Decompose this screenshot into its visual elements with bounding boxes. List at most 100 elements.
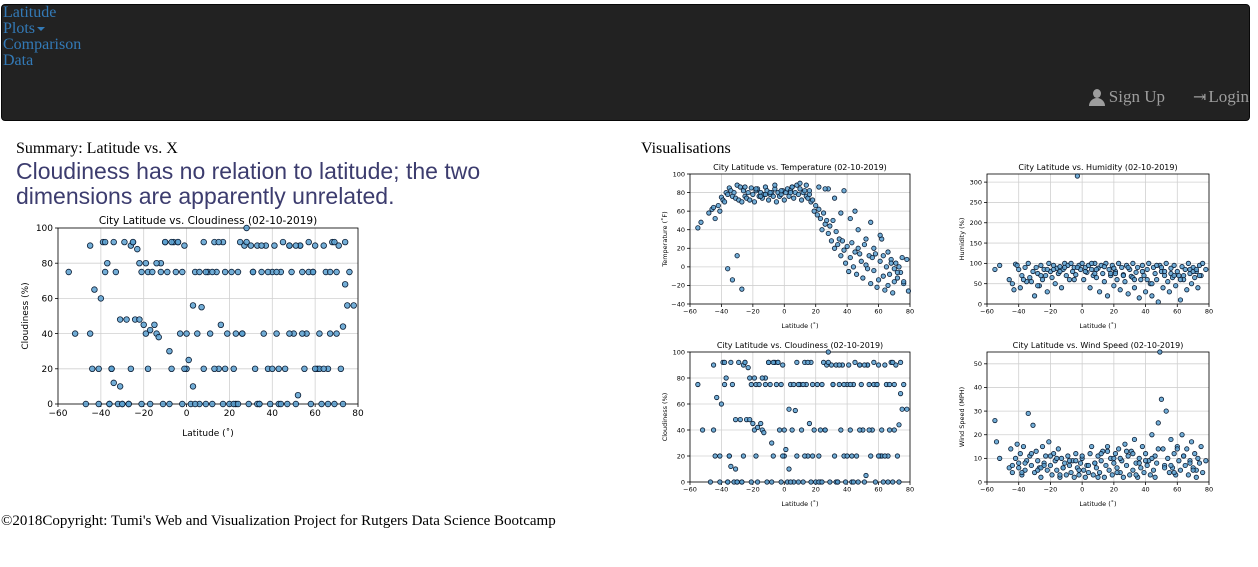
- scatter-point: [337, 365, 345, 372]
- scatter-point: [789, 427, 795, 433]
- scatter-point: [1139, 262, 1145, 269]
- x-tick-label: −60: [49, 409, 68, 419]
- nav-dropdown-plots[interactable]: Plots: [3, 21, 81, 37]
- scatter-point: [1033, 264, 1039, 271]
- scatter-point: [883, 264, 890, 270]
- scatter-point: [877, 258, 883, 264]
- nav-link-plots-label: Plots: [3, 20, 36, 37]
- scatter-point: [718, 401, 725, 407]
- scatter-point: [1028, 462, 1035, 469]
- plot-area: [987, 352, 1209, 482]
- scatter-point: [309, 268, 317, 276]
- scatter-point: [234, 400, 242, 408]
- y-tick-label: 0: [681, 478, 685, 486]
- scatter-point: [142, 330, 150, 337]
- scatter-point: [831, 195, 838, 201]
- scatter-point: [728, 359, 734, 365]
- scatter-point: [1179, 264, 1185, 270]
- scatter-point: [894, 269, 901, 276]
- scatter-point: [174, 238, 182, 246]
- scatter-point: [770, 359, 776, 365]
- scatter-point: [822, 186, 828, 192]
- scatter-point: [736, 359, 742, 365]
- scatter-point: [181, 365, 188, 372]
- scatter-point: [335, 242, 342, 249]
- scatter-point: [281, 365, 289, 372]
- scatter-point: [1111, 455, 1117, 461]
- scatter-point: [106, 400, 113, 408]
- scatter-point: [747, 375, 753, 381]
- signup-link[interactable]: Sign Up: [1088, 87, 1165, 107]
- scatter-point: [830, 217, 836, 224]
- plot-area: [690, 352, 910, 482]
- nav-link-comparison[interactable]: Comparison: [3, 36, 82, 53]
- scatter-point: [1125, 264, 1131, 271]
- scatter-point: [786, 406, 792, 412]
- scatter-point: [1114, 469, 1120, 476]
- scatter-point: [326, 330, 334, 337]
- scatter-point: [745, 364, 751, 371]
- scatter-point: [765, 359, 772, 365]
- scatter-point: [1190, 467, 1196, 473]
- scatter-point: [778, 188, 784, 194]
- scatter-point: [880, 273, 886, 279]
- x-tick-label: 0: [1080, 308, 1084, 316]
- scatter-point: [1096, 469, 1103, 476]
- scatter-point: [1160, 446, 1166, 452]
- scatter-point: [997, 455, 1003, 461]
- scatter-point: [886, 271, 893, 277]
- scatter-point: [1014, 262, 1020, 269]
- summary-panel: Summary: Latitude vs. X Cloudiness has n…: [16, 140, 616, 209]
- scatter-point: [1119, 264, 1125, 271]
- scatter-point: [1131, 285, 1138, 291]
- scatter-point: [1085, 462, 1092, 469]
- scatter-point: [835, 479, 841, 485]
- x-tick-label: −40: [715, 486, 729, 494]
- scatter-point: [183, 330, 190, 337]
- scatter-point: [795, 381, 802, 388]
- scatter-point: [758, 193, 764, 199]
- scatter-point: [1158, 396, 1165, 402]
- scatter-point: [893, 260, 899, 266]
- scatter-point: [1114, 277, 1120, 283]
- scatter-point: [221, 365, 229, 372]
- scatter-point: [1177, 297, 1184, 303]
- scatter-point: [1035, 458, 1041, 464]
- scatter-point: [706, 210, 712, 216]
- scatter-point: [742, 359, 748, 365]
- scatter-point: [846, 362, 852, 368]
- scatter-point: [896, 422, 902, 428]
- nav-link-latitude[interactable]: Latitude: [3, 4, 57, 21]
- scatter-point: [136, 260, 143, 267]
- login-link[interactable]: ⇥ Login: [1193, 87, 1249, 107]
- y-tick-label: 40: [677, 426, 685, 434]
- scatter-point: [1114, 465, 1120, 471]
- scatter-point: [316, 330, 323, 337]
- scatter-point: [1116, 446, 1122, 452]
- nav-link-data[interactable]: Data: [3, 52, 34, 69]
- scatter-point: [882, 453, 888, 459]
- scatter-point: [339, 323, 347, 330]
- scatter-point: [791, 381, 797, 388]
- x-tick-label: −40: [1012, 486, 1026, 494]
- scatter-point: [731, 189, 737, 196]
- scatter-point: [341, 238, 349, 246]
- scatter-point: [251, 365, 259, 372]
- y-tick-label: 80: [677, 189, 685, 197]
- scatter-point: [789, 184, 795, 190]
- scatter-point: [1130, 451, 1136, 457]
- scatter-point: [1182, 266, 1188, 273]
- scatter-point: [783, 446, 789, 453]
- scatter-point: [1120, 474, 1126, 480]
- scatter-point: [1111, 265, 1117, 271]
- scatter-point: [1079, 260, 1085, 266]
- scatter-point: [1136, 295, 1142, 301]
- scatter-point: [806, 420, 813, 427]
- x-tick-label: 40: [1141, 486, 1149, 494]
- y-tick-label: 50: [974, 280, 982, 288]
- scatter-point: [1184, 287, 1190, 293]
- scatter-point: [852, 359, 858, 365]
- scatter-point: [168, 365, 175, 372]
- scatter-point: [773, 199, 780, 205]
- scatter-point: [816, 184, 822, 190]
